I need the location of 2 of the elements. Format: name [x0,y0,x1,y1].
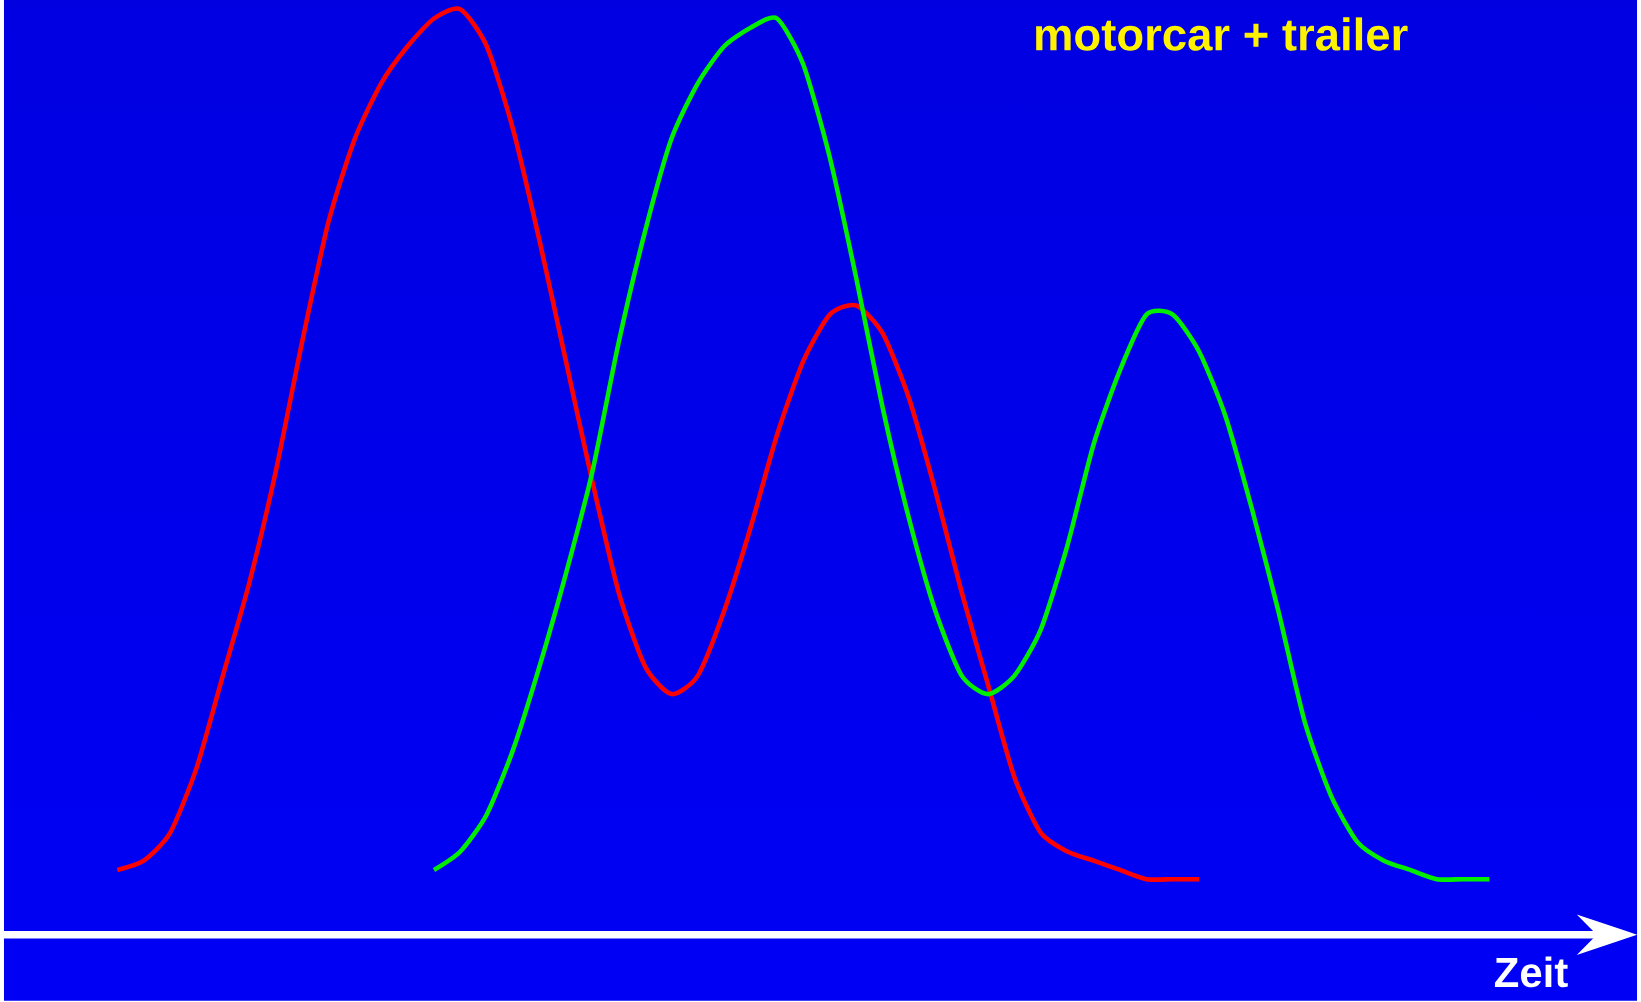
x-axis-title: Zeit [1494,956,1568,988]
chart-title: motorcar + trailer [1036,17,1408,51]
